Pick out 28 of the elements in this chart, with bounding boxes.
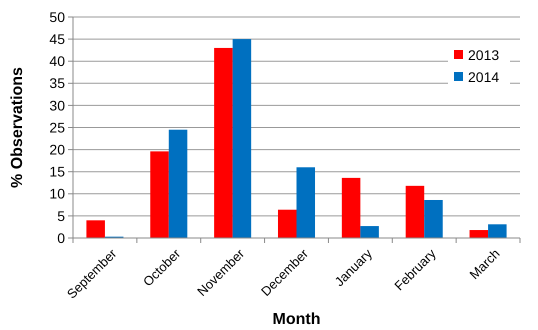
bar xyxy=(406,186,424,238)
bar xyxy=(342,178,360,238)
x-axis-title: Month xyxy=(272,311,320,328)
bar xyxy=(86,220,105,238)
bar xyxy=(488,224,507,238)
bar xyxy=(150,151,169,238)
bar xyxy=(168,130,188,238)
y-tick-label: 20 xyxy=(49,142,66,158)
y-tick-label: 15 xyxy=(49,164,66,180)
y-axis-title: % Observations xyxy=(9,66,26,188)
y-tick-label: 45 xyxy=(49,31,66,47)
bar xyxy=(296,167,316,238)
y-tick-label: 50 xyxy=(49,8,66,25)
y-tick-label: 10 xyxy=(49,186,66,202)
bar xyxy=(360,226,379,238)
y-tick-label: 30 xyxy=(49,97,66,114)
bar xyxy=(470,230,488,238)
y-tick-label: 40 xyxy=(49,53,66,70)
y-tick-label: 25 xyxy=(49,119,66,136)
y-tick-label: 5 xyxy=(57,208,66,224)
bar xyxy=(214,48,233,238)
bar xyxy=(232,39,252,238)
legend-label: 2013 xyxy=(468,46,500,63)
bar xyxy=(424,200,443,238)
y-tick-label: 35 xyxy=(49,75,66,92)
y-tick-label: 0 xyxy=(57,230,66,246)
bar xyxy=(278,210,296,238)
legend-label: 2014 xyxy=(468,68,500,85)
